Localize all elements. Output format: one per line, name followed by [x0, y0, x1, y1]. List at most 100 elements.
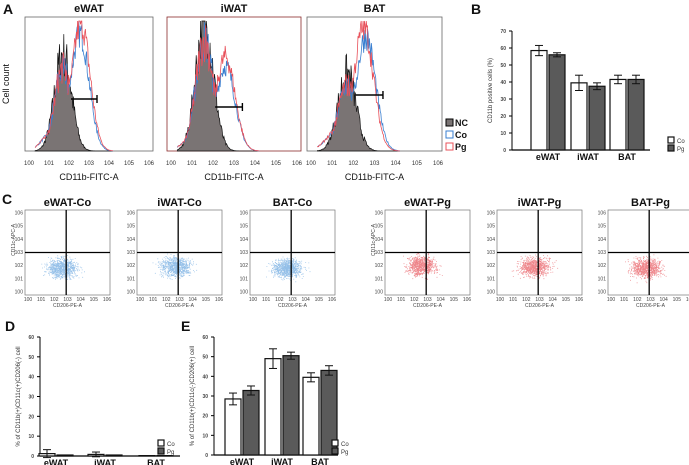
y-tick-label: 100 — [15, 290, 24, 296]
y-tick-label: 60 — [28, 335, 34, 341]
y-tick-label: 103 — [127, 250, 136, 256]
histogram-title: eWAT — [74, 3, 104, 15]
x-tick-label: 101 — [44, 161, 55, 167]
x-tick-label: 100 — [306, 161, 317, 167]
x-tick-label: 101 — [509, 297, 518, 303]
scatter-title: iWAT-Co — [157, 197, 202, 209]
y-tick-label: 106 — [127, 211, 136, 217]
x-tick-label: 106 — [215, 297, 224, 303]
y-tick-label: 103 — [487, 250, 496, 256]
x-tick-label: 106 — [292, 161, 303, 167]
x-tick-label: 101 — [37, 297, 46, 303]
y-axis-label: % of CD11b(+)CD11c(+)CD206(-) cell — [16, 346, 22, 446]
y-tick-label: 50 — [28, 355, 34, 361]
histogram-title: BAT — [364, 3, 386, 15]
y-tick-label: 20 — [28, 414, 34, 420]
legend-label-pg: Pg — [677, 147, 684, 153]
y-tick-label: 104 — [240, 237, 249, 243]
x-tick-label: 102 — [348, 161, 359, 167]
panel-d-bar-chart: 0 10 20 30 40 50 60 % of CD11b(+)CD11c(+)CD206(… — [16, 335, 180, 465]
x-tick-label: 102 — [208, 161, 219, 167]
y-tick-label: 30 — [28, 395, 34, 401]
x-tick-label: 100 — [496, 297, 505, 303]
y-tick-label: 106 — [487, 211, 496, 217]
y-tick-label: 70 — [500, 29, 506, 35]
y-tick-label: 20 — [202, 414, 208, 420]
y-tick-label: 105 — [127, 224, 136, 230]
y-axis-label: CD11c-APC-A — [371, 223, 377, 256]
legend-swatch-pg — [157, 447, 165, 455]
histogram-title: iWAT — [221, 3, 248, 15]
x-tick-label: 102 — [522, 297, 531, 303]
legend-label-pg: Pg — [455, 142, 467, 152]
panel-e-bar-chart: 0 10 20 30 40 50 60 % of CD11b(+)CD11c(-)CD206(… — [190, 335, 349, 465]
y-tick-label: 106 — [15, 211, 24, 217]
legend-swatch-pg — [331, 447, 339, 455]
x-tick-label: 103 — [229, 161, 240, 167]
x-tick-label: 106 — [103, 297, 112, 303]
y-tick-label: 50 — [500, 63, 506, 69]
x-tick-label: 105 — [450, 297, 459, 303]
y-tick-label: 10 — [202, 433, 208, 439]
y-tick-label: 20 — [500, 114, 506, 120]
legend-swatch-co — [331, 439, 339, 447]
x-tick-label: BAT — [618, 152, 636, 162]
legend-label-co: Co — [455, 130, 467, 140]
scatter-points — [625, 254, 667, 284]
y-tick-label: 102 — [598, 263, 607, 269]
x-tick-label: 104 — [76, 297, 85, 303]
y-tick-label: 30 — [202, 394, 208, 400]
nc-histogram — [176, 20, 260, 152]
panel-a-histograms: Cell count eWAT 100 101 102 103 104 105 106 CD11b… — [1, 3, 468, 182]
y-axis-label: CD11c-APC-A — [11, 223, 17, 256]
y-tick-label: 40 — [202, 374, 208, 380]
bar-co-ewat — [224, 398, 242, 456]
y-tick-label: 40 — [28, 375, 34, 381]
legend-swatch-co — [445, 130, 454, 139]
nc-histogram — [34, 34, 113, 152]
y-tick-label: 0 — [205, 453, 208, 459]
y-tick-label: 101 — [240, 276, 249, 282]
bar-pg-ewat — [56, 454, 74, 457]
y-tick-label: 105 — [15, 224, 24, 230]
legend-swatch-co — [667, 136, 675, 144]
x-tick-label: 106 — [144, 161, 155, 167]
bar-pg-bat — [627, 78, 645, 151]
legend-swatch-co — [157, 439, 165, 447]
y-tick-label: 102 — [127, 263, 136, 269]
y-tick-label: 103 — [15, 250, 24, 256]
x-tick-label: 105 — [124, 161, 135, 167]
x-axis-label: CD11b-FITC-A — [59, 172, 118, 182]
x-tick-label: 105 — [90, 297, 99, 303]
x-tick-label: 106 — [328, 297, 337, 303]
bar-pg-iwat — [105, 454, 123, 457]
x-tick-label: eWAT — [44, 458, 69, 465]
x-axis-label: CD206-PE-A — [413, 303, 443, 309]
x-tick-label: 105 — [412, 161, 423, 167]
scatter-points — [266, 256, 311, 283]
x-tick-label: 102 — [410, 297, 419, 303]
x-tick-label: 106 — [463, 297, 472, 303]
y-tick-label: 100 — [375, 290, 384, 296]
nc-histogram — [317, 53, 400, 152]
y-tick-label: 106 — [240, 211, 249, 217]
x-tick-label: 101 — [262, 297, 271, 303]
legend-label-pg: Pg — [167, 450, 174, 456]
x-tick-label: 100 — [136, 297, 145, 303]
x-tick-label: 105 — [562, 297, 571, 303]
y-tick-label: 101 — [598, 276, 607, 282]
pg-histogram — [34, 20, 114, 152]
x-tick-label: 100 — [24, 297, 33, 303]
y-tick-label: 103 — [240, 250, 249, 256]
y-tick-label: 0 — [503, 148, 506, 154]
x-tick-label: 101 — [620, 297, 629, 303]
panel-label-d: D — [5, 318, 15, 334]
scatter-points — [41, 255, 85, 280]
bar-co-iwat — [264, 358, 282, 456]
x-tick-label: 102 — [275, 297, 284, 303]
panel-label-a: A — [3, 1, 13, 17]
x-tick-label: 104 — [250, 161, 261, 167]
y-tick-label: 102 — [240, 263, 249, 269]
x-tick-label: 104 — [188, 297, 197, 303]
